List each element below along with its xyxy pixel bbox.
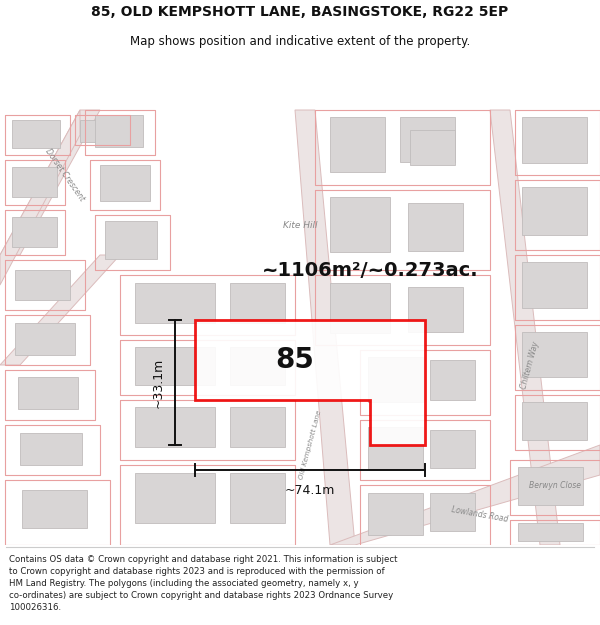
Polygon shape — [0, 110, 100, 255]
Bar — [410, 130, 455, 165]
Text: Old Kempshott Lane: Old Kempshott Lane — [298, 410, 322, 480]
Bar — [330, 117, 385, 172]
Bar — [135, 347, 215, 385]
Bar — [135, 283, 215, 323]
Bar — [12, 167, 57, 197]
Bar — [135, 473, 215, 523]
Polygon shape — [295, 110, 355, 545]
Bar — [12, 120, 60, 148]
Bar — [12, 217, 57, 247]
Bar — [518, 523, 583, 541]
Text: ~74.1m: ~74.1m — [285, 484, 335, 497]
Bar — [135, 407, 215, 447]
Bar — [368, 427, 423, 469]
Bar — [522, 262, 587, 308]
Bar — [18, 377, 78, 409]
Bar — [22, 490, 87, 528]
Polygon shape — [490, 110, 560, 545]
Text: ~33.1m: ~33.1m — [152, 357, 165, 408]
Bar — [230, 347, 285, 385]
Bar — [15, 270, 70, 300]
Text: Map shows position and indicative extent of the property.: Map shows position and indicative extent… — [130, 35, 470, 48]
Text: Berwyn Close: Berwyn Close — [529, 481, 581, 489]
Polygon shape — [330, 445, 600, 545]
Bar — [430, 430, 475, 468]
Bar — [430, 493, 475, 531]
Bar — [95, 115, 143, 147]
Text: Lowlands Road: Lowlands Road — [451, 506, 509, 524]
Bar — [368, 493, 423, 535]
Polygon shape — [0, 110, 80, 285]
Bar — [230, 283, 285, 323]
Bar — [400, 117, 455, 162]
Bar — [522, 117, 587, 163]
Bar — [105, 221, 157, 259]
Bar — [100, 165, 150, 201]
Bar — [522, 402, 587, 440]
Bar — [230, 407, 285, 447]
Bar — [20, 433, 82, 465]
Text: Dorset Crescent: Dorset Crescent — [44, 147, 86, 203]
Polygon shape — [0, 255, 120, 365]
Polygon shape — [195, 320, 425, 445]
Bar — [15, 323, 75, 355]
Bar — [230, 473, 285, 523]
Bar — [522, 187, 587, 235]
Bar — [430, 360, 475, 400]
Text: 85, OLD KEMPSHOTT LANE, BASINGSTOKE, RG22 5EP: 85, OLD KEMPSHOTT LANE, BASINGSTOKE, RG2… — [91, 5, 509, 19]
Text: 85: 85 — [275, 346, 314, 374]
Bar — [518, 467, 583, 505]
Bar — [408, 287, 463, 332]
Bar — [368, 357, 423, 402]
Text: Contains OS data © Crown copyright and database right 2021. This information is : Contains OS data © Crown copyright and d… — [9, 554, 398, 612]
Text: Chiltern Way: Chiltern Way — [520, 340, 541, 390]
Bar — [330, 283, 390, 333]
Bar — [408, 203, 463, 251]
Bar — [80, 120, 120, 142]
Text: ~1106m²/~0.273ac.: ~1106m²/~0.273ac. — [262, 261, 478, 279]
Bar — [522, 332, 587, 377]
Text: Kite Hill: Kite Hill — [283, 221, 317, 229]
Bar — [330, 197, 390, 252]
